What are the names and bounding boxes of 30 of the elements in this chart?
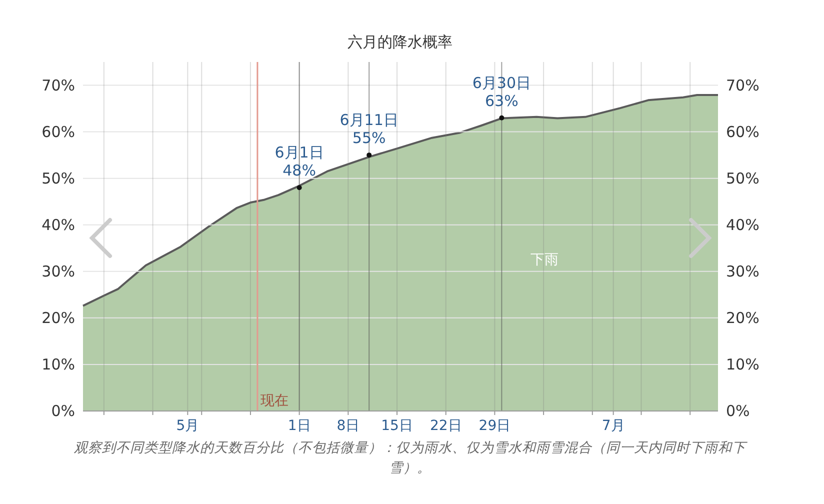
y-tick-label: 70% — [42, 76, 75, 94]
y2-tick-label: 50% — [726, 169, 760, 188]
series-label: 下雨 — [530, 252, 559, 268]
chart-title: 六月的降水概率 — [348, 33, 452, 51]
y-tick-label: 40% — [42, 216, 75, 234]
y-tick-label: 10% — [42, 355, 75, 374]
annotation: 6月11日 55% — [340, 111, 398, 148]
y2-tick-label: 60% — [726, 122, 760, 141]
y-tick-label: 60% — [42, 122, 75, 141]
y-tick-label: 30% — [42, 262, 75, 280]
y-tick-label: 0% — [51, 402, 75, 420]
x-tick-label: 1日 — [288, 418, 311, 434]
annotation: 6月1日 48% — [274, 144, 324, 180]
x-tick-label: 22日 — [430, 418, 462, 434]
y2-tick-label: 20% — [726, 308, 760, 327]
ref-line-label: 现在 — [260, 393, 288, 409]
y-tick-label: 20% — [42, 308, 75, 327]
y2-tick-label: 0% — [726, 402, 750, 420]
y2-tick-label: 30% — [726, 262, 760, 280]
x-tick-label: 5月 — [176, 418, 200, 434]
x-tick-label: 8日 — [336, 418, 360, 434]
annotation: 6月30日 63% — [472, 74, 531, 110]
x-tick-label: 7月 — [602, 418, 625, 434]
y2-tick-label: 40% — [726, 216, 760, 234]
y2-tick-label: 70% — [726, 76, 760, 94]
x-tick-label: 15日 — [381, 418, 413, 434]
y2-tick-label: 10% — [726, 355, 760, 374]
y-tick-label: 50% — [42, 169, 75, 188]
x-tick-label: 29日 — [478, 418, 511, 434]
text: 观察到不同类型降水的天数百分比（不包括微量）：仅为雨水、仅为雪水和雨雪混合（同一天内同时下雨和下雪）。 — [73, 439, 748, 478]
